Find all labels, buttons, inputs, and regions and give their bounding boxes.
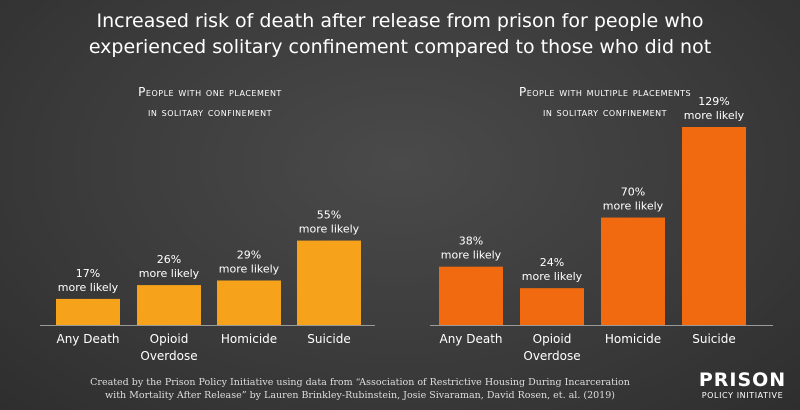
left-panel-title: People with one placement in solitary co…	[40, 82, 380, 122]
left-value-label-1: 17%	[76, 267, 100, 280]
left-category-label-1: Any Death	[56, 332, 119, 346]
left-panel-title-line-2: in solitary confinement	[147, 105, 273, 119]
right-bar-1	[439, 266, 503, 325]
right-category-label-4: Suicide	[692, 332, 736, 346]
left-value-sublabel-4: more likely	[299, 223, 360, 236]
right-value-sublabel-2: more likely	[522, 270, 583, 283]
logo-line-1: PRISON	[698, 369, 787, 391]
right-panel-title-line-1: People with multiple placements	[518, 85, 692, 99]
right-panel-title: People with multiple placements in solit…	[420, 82, 790, 122]
right-category-label-2-line-2: Overdose	[523, 349, 580, 363]
source-footer: Created by the Prison Policy Initiative …	[60, 376, 660, 402]
source-footer-line-2: with Mortality After Release” by Lauren …	[105, 390, 615, 401]
right-value-sublabel-3: more likely	[603, 200, 664, 213]
right-value-sublabel-1: more likely	[441, 249, 502, 262]
left-value-sublabel-1: more likely	[58, 281, 119, 294]
left-value-label-2: 26%	[157, 253, 181, 266]
left-value-sublabel-3: more likely	[219, 262, 280, 275]
prison-policy-initiative-logo: PRISON POLICY INITIATIVE	[690, 370, 795, 402]
right-bar-4	[682, 127, 746, 325]
right-category-label-3: Homicide	[605, 332, 661, 346]
right-panel-title-line-2: in solitary confinement	[542, 105, 668, 119]
source-footer-line-1: Created by the Prison Policy Initiative …	[90, 377, 630, 388]
chart-title-line-2: experienced solitary confinement compare…	[88, 36, 712, 58]
right-value-sublabel-4: more likely	[684, 109, 745, 122]
left-bar-2	[137, 285, 201, 325]
left-category-label-3: Homicide	[221, 332, 277, 346]
left-category-label-2-line-2: Overdose	[140, 349, 197, 363]
left-bar-1	[56, 298, 120, 325]
left-panel-title-line-1: People with one placement	[138, 85, 282, 99]
right-value-label-1: 38%	[459, 235, 483, 248]
left-category-label-2: Opioid	[150, 332, 189, 346]
logo-line-2: POLICY INITIATIVE	[701, 391, 784, 400]
chart-title-line-1: Increased risk of death after release fr…	[96, 10, 704, 32]
right-bar-3	[601, 217, 665, 325]
right-category-label-2: Opioid	[533, 332, 572, 346]
left-value-sublabel-2: more likely	[139, 267, 200, 280]
chart-title: Increased risk of death after release fr…	[0, 8, 800, 60]
right-bar-2	[520, 288, 584, 325]
right-value-label-2: 24%	[540, 256, 564, 269]
left-value-label-4: 55%	[317, 209, 341, 222]
left-value-label-3: 29%	[237, 248, 261, 261]
left-bar-3	[217, 280, 281, 325]
right-value-label-3: 70%	[621, 186, 645, 199]
right-value-label-4: 129%	[698, 95, 729, 108]
left-category-label-4: Suicide	[307, 332, 351, 346]
right-category-label-1: Any Death	[439, 332, 502, 346]
left-bar-4	[297, 240, 361, 325]
